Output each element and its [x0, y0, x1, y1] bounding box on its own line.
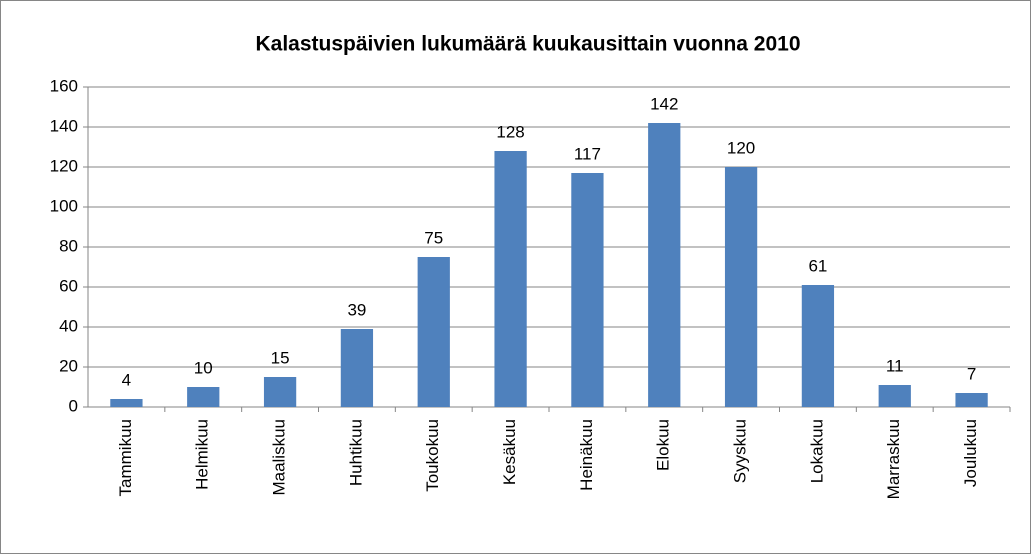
x-tick-label: Syyskuu: [731, 419, 750, 483]
data-label: 142: [650, 94, 678, 113]
bar: [340, 329, 374, 407]
bar: [571, 173, 604, 407]
bar: [801, 285, 835, 407]
x-tick-label: Heinäkuu: [577, 419, 596, 491]
bar: [878, 385, 911, 407]
x-tick-label: Huhtikuu: [346, 419, 365, 486]
x-tick-label: Lokakuu: [807, 419, 826, 483]
chart-title: Kalastuspäivien lukumäärä kuukausittain …: [255, 33, 800, 56]
data-label: 39: [347, 300, 366, 319]
y-tick-label: 0: [69, 396, 78, 415]
data-label: 61: [808, 256, 827, 275]
data-label: 117: [574, 144, 601, 163]
x-tick-label: Toukokuu: [423, 419, 442, 492]
data-label: 120: [727, 138, 755, 157]
x-tick-label: Marraskuu: [884, 419, 903, 499]
data-label: 128: [496, 122, 524, 141]
y-tick-label: 40: [59, 316, 78, 335]
y-tick-label: 100: [50, 196, 78, 215]
bar: [417, 257, 450, 407]
data-label: 15: [271, 348, 290, 367]
bar: [110, 399, 143, 407]
x-tick-label: Tammikuu: [116, 419, 135, 496]
bar: [494, 151, 527, 407]
bar: [955, 393, 988, 407]
data-label: 11: [886, 356, 904, 375]
y-tick-label: 160: [50, 76, 78, 95]
y-tick-label: 120: [50, 156, 78, 175]
x-tick-label: Maaliskuu: [270, 419, 289, 496]
bar: [648, 123, 681, 407]
bar: [263, 377, 297, 407]
x-tick-label: Joulukuu: [961, 419, 980, 487]
y-tick-label: 20: [59, 356, 78, 375]
bar: [724, 167, 758, 407]
x-tick-label: Kesäkuu: [500, 419, 519, 485]
y-tick-label: 60: [59, 276, 78, 295]
data-label: 10: [194, 358, 213, 377]
y-tick-label: 140: [50, 116, 78, 135]
bar: [187, 387, 220, 407]
data-label: 4: [122, 370, 131, 389]
data-label: 75: [424, 228, 443, 247]
y-tick-label: 80: [59, 236, 78, 255]
data-label: 7: [967, 364, 976, 383]
x-tick-label: Helmikuu: [193, 419, 212, 490]
x-tick-label: Elokuu: [654, 419, 673, 471]
